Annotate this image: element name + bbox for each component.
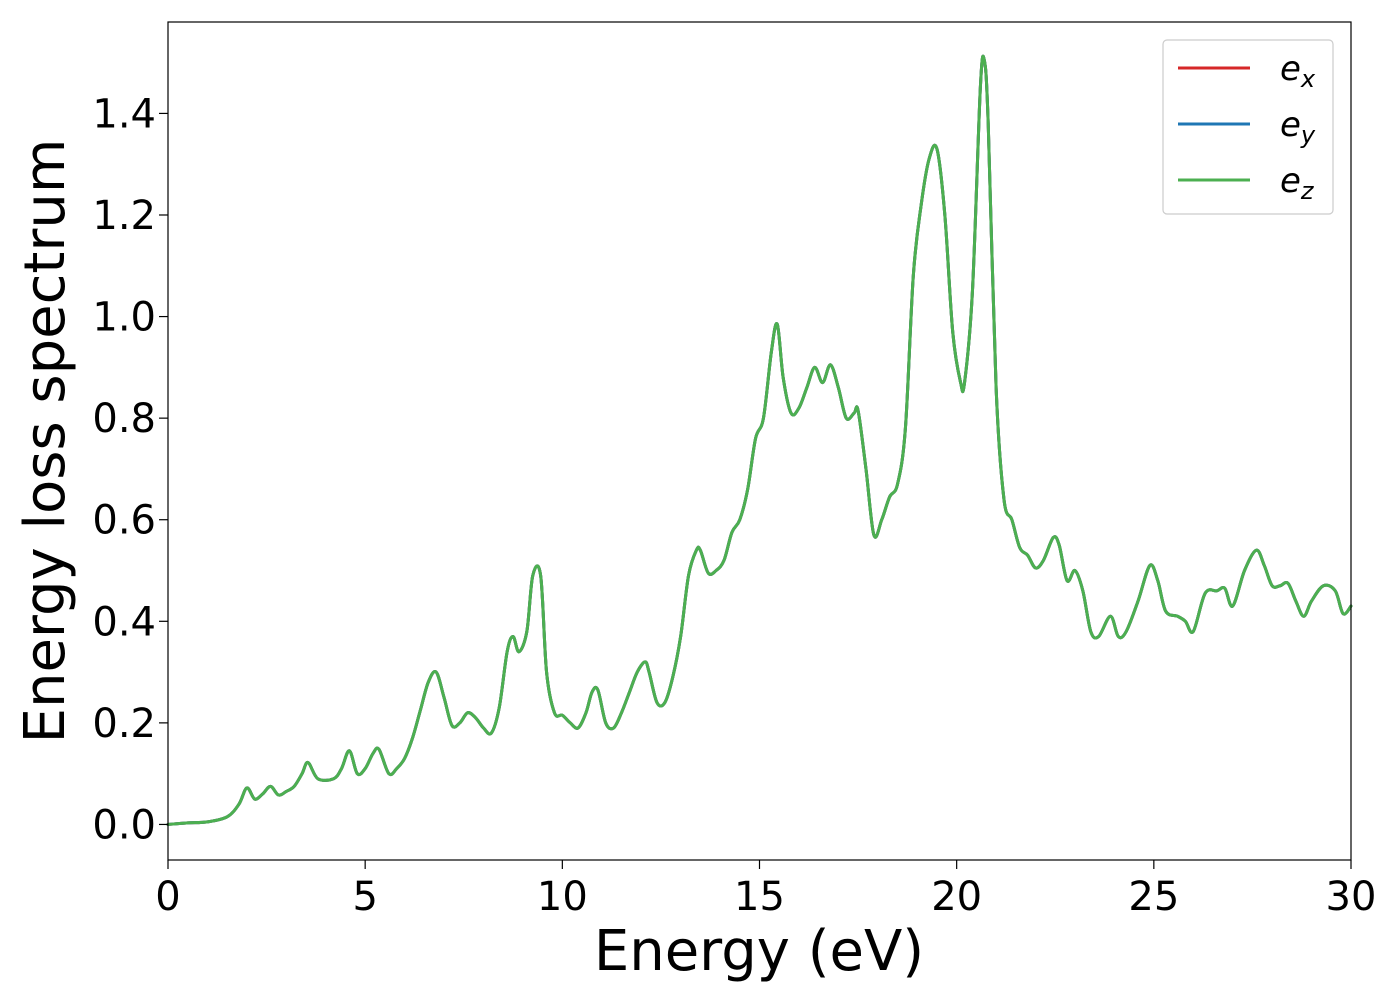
series-line-e_z	[166, 54, 1353, 826]
y-axis-label: Energy loss spectrum	[13, 139, 78, 744]
x-tick-label: 30	[1326, 874, 1377, 920]
x-tick-label: 5	[352, 874, 377, 920]
y-tick-label: 0.0	[92, 802, 156, 848]
legend-frame	[1162, 39, 1334, 215]
legend-label-e_y: ey	[1280, 105, 1316, 149]
x-tick-label: 15	[734, 874, 785, 920]
y-tick-label: 1.4	[92, 91, 156, 137]
y-tick-label: 0.4	[92, 599, 156, 645]
legend-label-e_z: ez	[1280, 161, 1315, 205]
y-tick-label: 0.2	[92, 701, 156, 747]
x-tick-label: 0	[155, 874, 180, 920]
y-axis-ticks: 0.0 0.2 0.4 0.6 0.8 1.0 1.2 1.4	[92, 91, 168, 848]
y-tick-label: 0.6	[92, 498, 156, 544]
x-axis-label: Energy (eV)	[594, 919, 924, 984]
legend: ex ey ez	[1162, 39, 1334, 215]
legend-label-e_x: ex	[1280, 49, 1316, 93]
series-lines	[166, 54, 1353, 826]
x-axis-ticks: 0 5 10 15 20 25 30	[155, 860, 1376, 920]
x-tick-label: 20	[931, 874, 982, 920]
y-tick-label: 1.0	[92, 295, 156, 341]
y-tick-label: 1.2	[92, 193, 156, 239]
plot-area	[168, 22, 1351, 860]
x-tick-label: 25	[1128, 874, 1179, 920]
x-tick-label: 10	[537, 874, 588, 920]
y-tick-label: 0.8	[92, 396, 156, 442]
